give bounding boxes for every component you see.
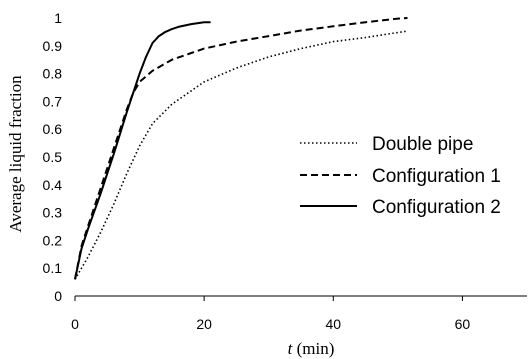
legend: Double pipe Configuration 1 Configuration …: [300, 134, 501, 218]
x-tick-label: 0: [71, 316, 79, 332]
legend-label: Configuration 2: [372, 197, 501, 218]
x-axis-title-unit: (min): [292, 339, 334, 358]
x-axis-title-variable: t: [288, 339, 294, 358]
series-line-2: [74, 17, 408, 280]
y-tick-label: 0.1: [43, 260, 63, 276]
x-tick-label: 40: [325, 316, 341, 332]
legend-label: Double pipe: [372, 134, 473, 155]
x-tick-label: 60: [455, 316, 471, 332]
x-tick-label: 20: [196, 316, 212, 332]
y-tick-label: 0.3: [43, 205, 63, 221]
series-line-3: [74, 21, 211, 280]
y-tick-label: 0.7: [43, 93, 63, 109]
y-tick-label: 0.8: [43, 66, 63, 82]
x-axis-ticks: 0 20 40 60: [71, 296, 470, 332]
y-tick-label: 0: [54, 288, 62, 304]
legend-label: Configuration 1: [372, 166, 501, 187]
y-tick-label: 1: [54, 10, 62, 26]
y-tick-label: 0.5: [43, 149, 63, 165]
y-axis-title: Average liquid fraction: [6, 75, 25, 233]
y-axis-ticks: 0 0.1 0.2 0.3 0.4 0.5 0.6 0.7 0.8 0.9 1: [43, 10, 63, 304]
y-tick-label: 0.6: [43, 121, 63, 137]
y-tick-label: 0.2: [43, 232, 63, 248]
y-tick-label: 0.9: [43, 38, 63, 54]
y-tick-label: 0.4: [43, 177, 63, 193]
series-line-1: [74, 30, 408, 280]
x-axis-title: t (min): [288, 339, 335, 358]
series-layer: [74, 17, 408, 280]
